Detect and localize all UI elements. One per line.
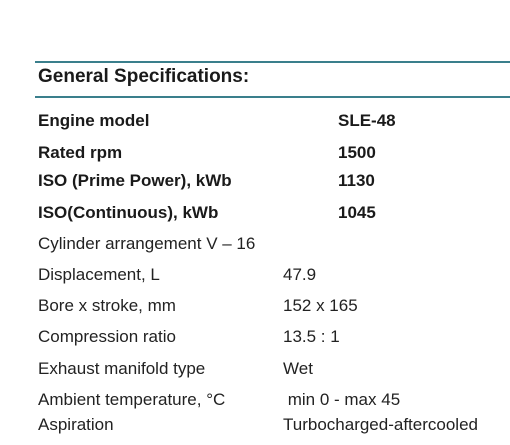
spec-row-bore-stroke: Bore x stroke, mm 152 x 165 bbox=[38, 293, 508, 319]
spec-row-compression-ratio: Compression ratio 13.5 : 1 bbox=[38, 324, 508, 350]
spec-row-cylinder-arrangement: Cylinder arrangement V – 16 bbox=[38, 231, 508, 257]
spec-label: Bore x stroke, mm bbox=[38, 296, 176, 315]
spec-value: 1500 bbox=[338, 143, 376, 162]
spec-value: min 0 - max 45 bbox=[283, 390, 401, 409]
spec-row-iso-continuous: ISO(Continuous), kWb 1045 bbox=[38, 200, 508, 226]
spec-label: Engine model bbox=[38, 111, 150, 130]
spec-value: 152 x 165 bbox=[283, 296, 358, 315]
spec-label: Ambient temperature, °C bbox=[38, 390, 226, 409]
spec-row-displacement: Displacement, L 47.9 bbox=[38, 262, 508, 288]
spec-value: Turbocharged-aftercooled bbox=[283, 415, 478, 434]
spec-value: SLE-48 bbox=[338, 111, 396, 130]
spec-row-rated-rpm: Rated rpm 1500 bbox=[38, 140, 508, 166]
spec-label: Cylinder arrangement V – 16 bbox=[38, 234, 256, 253]
spec-value: 13.5 : 1 bbox=[283, 327, 340, 346]
spec-row-engine-model: Engine model SLE-48 bbox=[38, 108, 508, 134]
spec-row-exhaust-manifold: Exhaust manifold type Wet bbox=[38, 356, 508, 382]
spec-value: 1130 bbox=[338, 171, 375, 190]
top-divider bbox=[35, 61, 510, 63]
spec-value: Wet bbox=[283, 359, 313, 378]
spec-label: Displacement, L bbox=[38, 265, 160, 284]
spec-label: Compression ratio bbox=[38, 327, 176, 346]
section-title: General Specifications: bbox=[38, 66, 250, 87]
spec-row-iso-prime: ISO (Prime Power), kWb 1130 bbox=[38, 168, 508, 194]
spec-label: ISO(Continuous), kWb bbox=[38, 203, 219, 222]
spec-label: Rated rpm bbox=[38, 143, 123, 162]
spec-row-ambient-temperature: Ambient temperature, °C min 0 - max 45 bbox=[38, 387, 508, 413]
spec-row-aspiration: Aspiration Turbocharged-aftercooled bbox=[38, 412, 508, 438]
spec-value: 47.9 bbox=[283, 265, 317, 284]
spec-label: ISO (Prime Power), kWb bbox=[38, 171, 232, 190]
spec-label: Aspiration bbox=[38, 415, 114, 434]
spec-label: Exhaust manifold type bbox=[38, 359, 206, 378]
spec-value: 1045 bbox=[338, 203, 376, 222]
title-divider bbox=[35, 96, 510, 98]
